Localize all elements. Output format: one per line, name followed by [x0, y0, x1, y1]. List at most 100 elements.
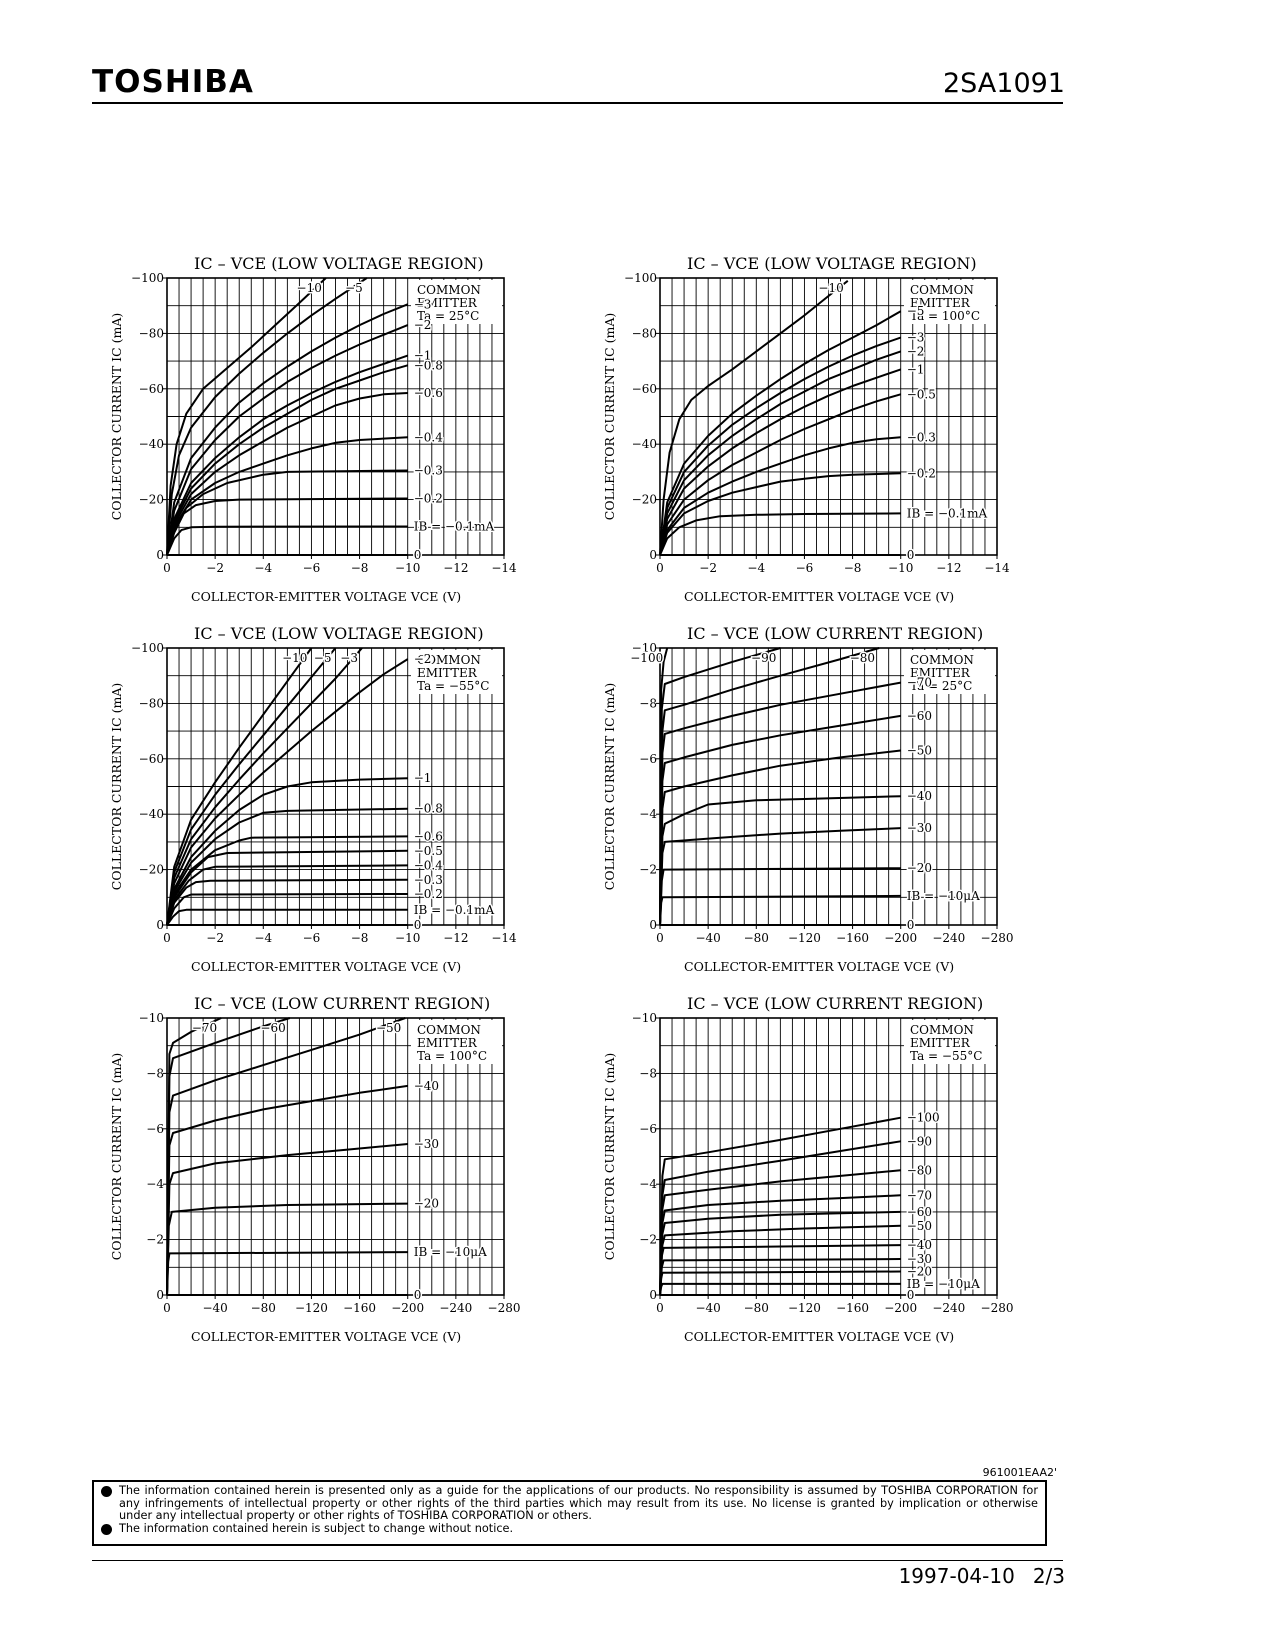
footer-rule — [92, 1560, 1063, 1561]
curve-label: −70 — [907, 676, 932, 690]
x-tick-label: −40 — [695, 931, 720, 945]
curve-line — [166, 277, 327, 556]
y-tick-label: −100 — [131, 271, 164, 285]
chart-svg: 0 −40 −80 −120 −160 −200 −240 −2800−2−4−6−8−10I… — [602, 994, 1014, 1344]
header-rule — [92, 102, 1063, 104]
curve-label: −2 — [907, 344, 925, 358]
y-axis-label: COLLECTOR CURRENT IC (mA) — [109, 683, 124, 890]
curve-label: IB = −0.1mA — [414, 519, 495, 533]
x-tick-label: −14 — [491, 931, 517, 945]
disclaimer-box: The information contained herein is pres… — [92, 1480, 1047, 1546]
footer-page: 2/3 — [1032, 1564, 1065, 1588]
x-tick-label: −2 — [699, 561, 717, 575]
x-tick-label: −10 — [395, 561, 420, 575]
x-tick-label: −280 — [981, 931, 1014, 945]
x-tick-label: −12 — [936, 561, 961, 575]
y-tick-label: −4 — [639, 1177, 657, 1191]
y-tick-label: 0 — [156, 1288, 164, 1302]
y-tick-label: −40 — [139, 807, 164, 821]
x-tick-label: −4 — [254, 561, 272, 575]
x-tick-label: −80 — [744, 1301, 769, 1315]
curve-label: 0 — [414, 918, 422, 932]
curve-line — [166, 658, 409, 926]
grid — [660, 278, 997, 555]
curve-label: −0.2 — [907, 466, 936, 480]
curve-label: −60 — [907, 1205, 932, 1219]
curve-line — [659, 647, 880, 926]
annotation-line: Ta = 25°C — [910, 679, 972, 693]
curve-label: −50 — [907, 1219, 932, 1233]
curve-line — [659, 368, 902, 556]
y-tick-label: −8 — [146, 1066, 164, 1080]
disclaimer-item: The information contained herein is subj… — [101, 1522, 1038, 1536]
y-tick-label: −20 — [139, 863, 164, 877]
y-tick-label: −100 — [624, 271, 657, 285]
annotation-background — [904, 650, 995, 694]
x-tick-label: −40 — [202, 1301, 227, 1315]
disclaimer-text: The information contained herein is pres… — [119, 1484, 1038, 1522]
annotation-background — [411, 650, 502, 694]
x-tick-label: −240 — [439, 1301, 472, 1315]
curve-label: IB = −10μA — [907, 889, 980, 903]
x-tick-label: 0 — [163, 561, 171, 575]
curve-label: −60 — [907, 709, 932, 723]
curve-label: −40 — [907, 789, 932, 803]
annotation-line: EMITTER — [417, 1036, 478, 1050]
curve-label: −0.5 — [414, 844, 443, 858]
annotation-line: COMMON — [417, 653, 481, 667]
x-tick-label: −280 — [488, 1301, 521, 1315]
curve-label: −90 — [751, 651, 776, 665]
y-tick-label: 0 — [156, 918, 164, 932]
curve-line — [166, 1084, 408, 1296]
curve-label: −50 — [907, 743, 932, 757]
chart-panel-2: 0 −2 −4 −6 −8 −10 −12 −14 0 −20 −40 −60 −80 −100 IC – … — [593, 248, 1053, 628]
x-tick-label: −12 — [443, 561, 468, 575]
y-tick-label: −6 — [639, 752, 657, 766]
curve-label: IB = −0.1mA — [907, 506, 988, 520]
annotation-line: Ta = 100°C — [910, 309, 980, 323]
x-tick-label: −160 — [836, 931, 869, 945]
x-tick-label: −4 — [254, 931, 272, 945]
x-tick-label: −14 — [491, 561, 517, 575]
x-tick-label: −80 — [251, 1301, 276, 1315]
x-tick-label: −6 — [303, 561, 321, 575]
x-tick-label: −120 — [788, 931, 821, 945]
curve-line — [166, 469, 408, 556]
curve-label: −10 — [818, 281, 843, 295]
curve-label: −30 — [907, 821, 932, 835]
curve-label: IB = −0.1mA — [414, 903, 495, 917]
curve-label: −0.3 — [414, 873, 443, 887]
x-tick-label: −280 — [981, 1301, 1014, 1315]
footer: 1997-04-10 2/3 — [899, 1564, 1065, 1588]
curve-line — [659, 280, 849, 556]
annotation-background — [904, 1020, 995, 1064]
x-tick-label: −4 — [747, 561, 765, 575]
footer-date: 1997-04-10 — [898, 1564, 1015, 1588]
chart-svg: 0 −40 −80 −120 −160 −200 −240 −2800−2−4−6−8−10I… — [602, 624, 1014, 974]
y-tick-label: −6 — [639, 1122, 657, 1136]
curve-label: −40 — [414, 1079, 439, 1093]
grid — [660, 648, 997, 925]
curve-label: −1 — [414, 771, 432, 785]
x-tick-label: 0 — [656, 931, 664, 945]
curve-label: −0.3 — [414, 464, 443, 478]
curve-line — [166, 364, 408, 556]
grid — [167, 648, 504, 925]
y-tick-label: −10 — [632, 1011, 657, 1025]
curve-label: −40 — [907, 1238, 932, 1252]
curve-label: −3 — [414, 297, 432, 311]
annotation-line: COMMON — [910, 283, 974, 297]
curve-label: −2 — [414, 652, 432, 666]
curve-label: −0.4 — [414, 858, 444, 872]
x-tick-label: −6 — [303, 931, 321, 945]
x-tick-label: 0 — [656, 561, 664, 575]
curve-label: −10 — [282, 651, 307, 665]
x-tick-label: −200 — [884, 931, 917, 945]
chart-panel-5: 0 −40 −80 −120 −160 −200 −240 −280 0 −2 −4 −6 −8 −10 I… — [100, 988, 560, 1368]
curve-label: −3 — [907, 331, 925, 345]
x-tick-label: −8 — [844, 561, 862, 575]
curve-label: −1 — [414, 349, 432, 363]
curve-line — [166, 893, 408, 926]
curve-label: −3 — [340, 651, 358, 665]
